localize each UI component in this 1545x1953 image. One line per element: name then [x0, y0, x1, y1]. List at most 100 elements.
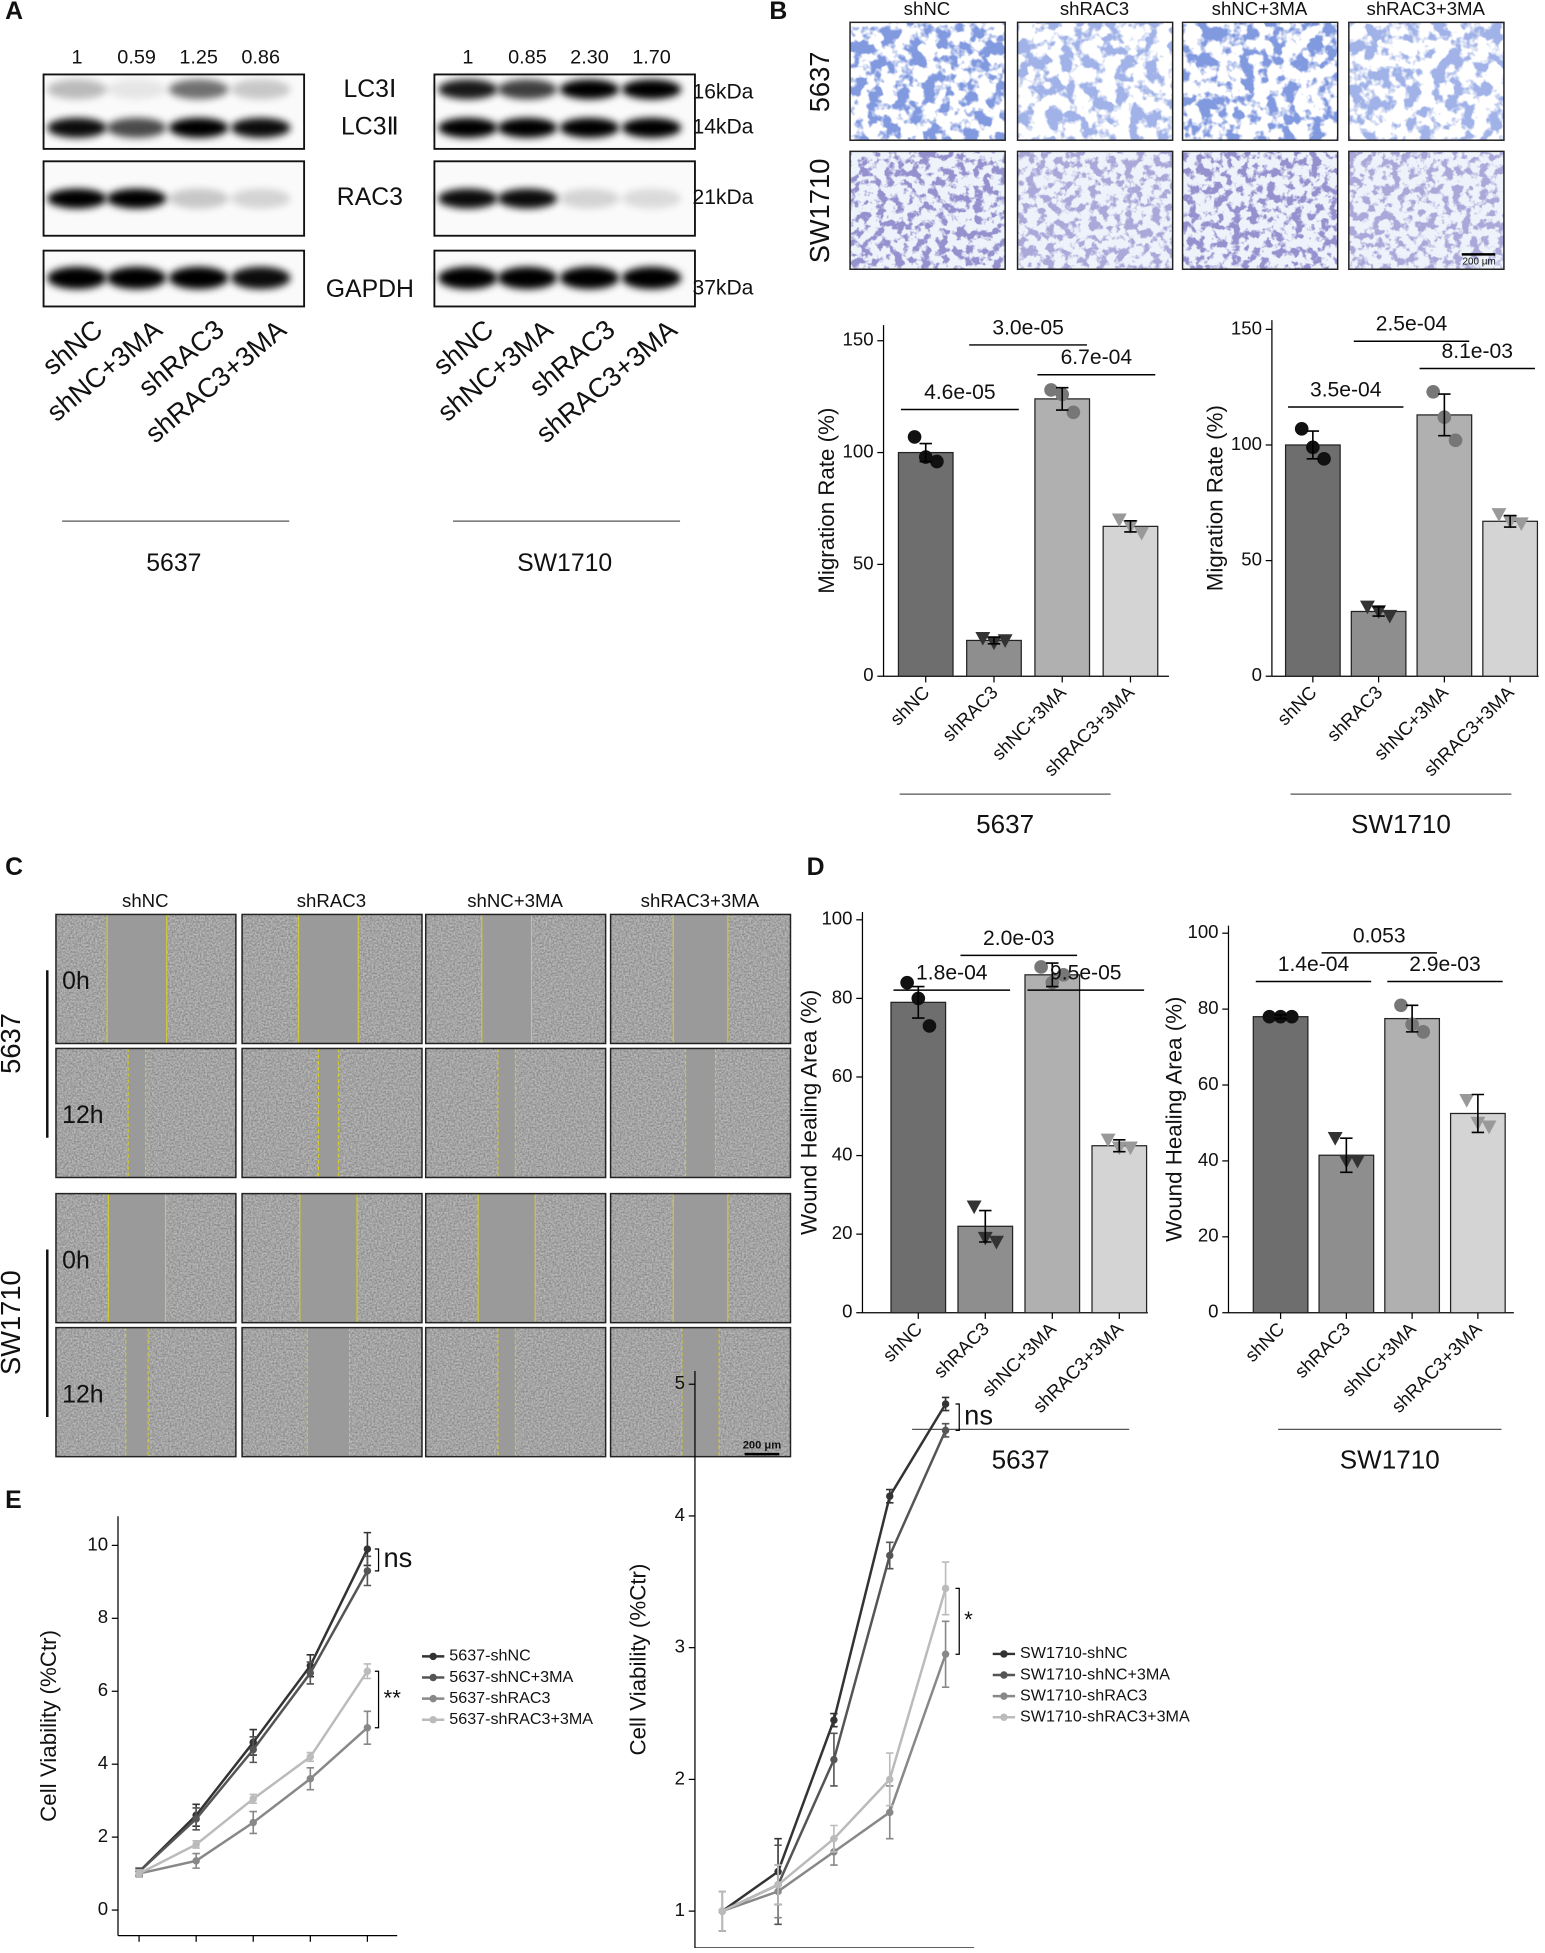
data-point [1327, 1131, 1343, 1146]
image-frame [424, 1326, 607, 1458]
protein-label: LC3Ⅱ [341, 113, 399, 140]
bar [1091, 1145, 1148, 1314]
y-axis-label: Wound Healing Area (%) [1161, 997, 1186, 1242]
image-frame [55, 1047, 237, 1179]
wound-gap [107, 914, 167, 1044]
x-tick-label: shNC [886, 682, 934, 730]
legend-label: SW1710-shRAC3 [1020, 1686, 1147, 1704]
column-label: shRAC3 [1060, 0, 1129, 19]
data-point [1426, 384, 1441, 399]
data-point [900, 975, 914, 990]
y-tick-label: 10 [87, 1533, 108, 1554]
band-ratio: 1 [72, 47, 83, 69]
size-label: 37kDa [692, 277, 753, 300]
data-point [989, 1235, 1004, 1250]
band-ratio: 0.85 [508, 47, 547, 69]
image-frame [609, 1192, 792, 1324]
data-point [1317, 452, 1331, 466]
group-label: 5637 [992, 1444, 1050, 1474]
data-point [192, 1840, 200, 1849]
image-frame [1181, 150, 1339, 270]
bar [1034, 398, 1091, 677]
data-point [941, 1400, 950, 1408]
size-label: 14kDa [692, 115, 753, 138]
y-tick-label: 20 [832, 1222, 853, 1243]
image-frame [1181, 21, 1339, 141]
image-frame [1016, 21, 1174, 141]
bar [890, 1001, 947, 1314]
significance: ** [384, 1685, 402, 1710]
panel-letter: C [5, 854, 23, 881]
bar [1449, 1112, 1506, 1314]
y-axis-label: Cell Viability (%Ctr) [625, 1564, 650, 1756]
image-frame [424, 1192, 607, 1324]
image-frame [55, 1326, 237, 1458]
bar [1416, 414, 1473, 677]
bar [1318, 1154, 1375, 1314]
error-bar [1113, 1139, 1126, 1153]
data-point [830, 1755, 838, 1764]
band-ratio: 2.30 [570, 47, 609, 69]
error-bar [1274, 1013, 1287, 1020]
data-point [363, 1724, 372, 1732]
bar [1350, 610, 1407, 677]
blot-band [106, 117, 167, 138]
band-ratio: 1.70 [632, 47, 671, 69]
wound-gap [497, 1327, 516, 1457]
bracket [955, 1403, 960, 1431]
p-value: 1.8e-04 [916, 962, 988, 985]
x-tick-label: shRAC3 [1290, 1318, 1354, 1382]
blot-band [621, 188, 682, 209]
image-frame [424, 913, 607, 1045]
y-tick-label: 8 [98, 1606, 108, 1627]
image-texture [1182, 22, 1338, 141]
image-frame [849, 150, 1006, 270]
significance: * [964, 1607, 973, 1632]
wound-gap [681, 1327, 720, 1457]
legend-label: SW1710-shNC [1020, 1644, 1128, 1662]
y-tick-label: 150 [1231, 317, 1262, 338]
y-tick-label: 100 [1187, 921, 1218, 942]
data-point [922, 1019, 937, 1033]
data-point [930, 454, 944, 469]
panel-letter: B [769, 0, 787, 25]
wound-gap [299, 1193, 357, 1323]
blot-band [438, 79, 498, 100]
group-label: SW1710 [1340, 1444, 1440, 1474]
error-bar [1503, 514, 1517, 528]
data-point [306, 1753, 315, 1761]
error-bar [979, 1209, 992, 1243]
data-point [1459, 1093, 1475, 1108]
image-frame [241, 1192, 423, 1324]
band-ratio: 0.59 [117, 47, 156, 69]
data-point [363, 1567, 372, 1575]
data-point [135, 1869, 143, 1878]
y-tick-label: 40 [832, 1143, 853, 1164]
band-ratio: 1 [462, 47, 473, 69]
legend-label: 5637-shRAC3 [449, 1689, 550, 1707]
wound-gap [497, 1048, 516, 1178]
data-point [1394, 998, 1408, 1013]
legend-swatch [1000, 1692, 1008, 1700]
data-point [1262, 1009, 1277, 1024]
data-point [1044, 383, 1058, 397]
panel-letter: A [5, 0, 23, 25]
significance: ns [384, 1542, 413, 1573]
data-point [830, 1716, 838, 1724]
image-frame [241, 1326, 423, 1458]
protein-label: GAPDH [326, 276, 414, 303]
data-point [1513, 517, 1529, 532]
data-point [1360, 600, 1375, 615]
data-point [363, 1667, 372, 1675]
blot-band [559, 79, 620, 100]
blot-band [621, 117, 682, 138]
bar [1384, 1017, 1441, 1314]
row-label: SW1710 [0, 1270, 26, 1375]
image-frame [609, 913, 792, 1045]
data-point [830, 1834, 838, 1843]
y-tick-label: 0 [98, 1898, 108, 1919]
band-ratio: 1.25 [179, 47, 218, 69]
row-label: 5637 [804, 52, 835, 113]
time-label: 0h [62, 1247, 90, 1274]
